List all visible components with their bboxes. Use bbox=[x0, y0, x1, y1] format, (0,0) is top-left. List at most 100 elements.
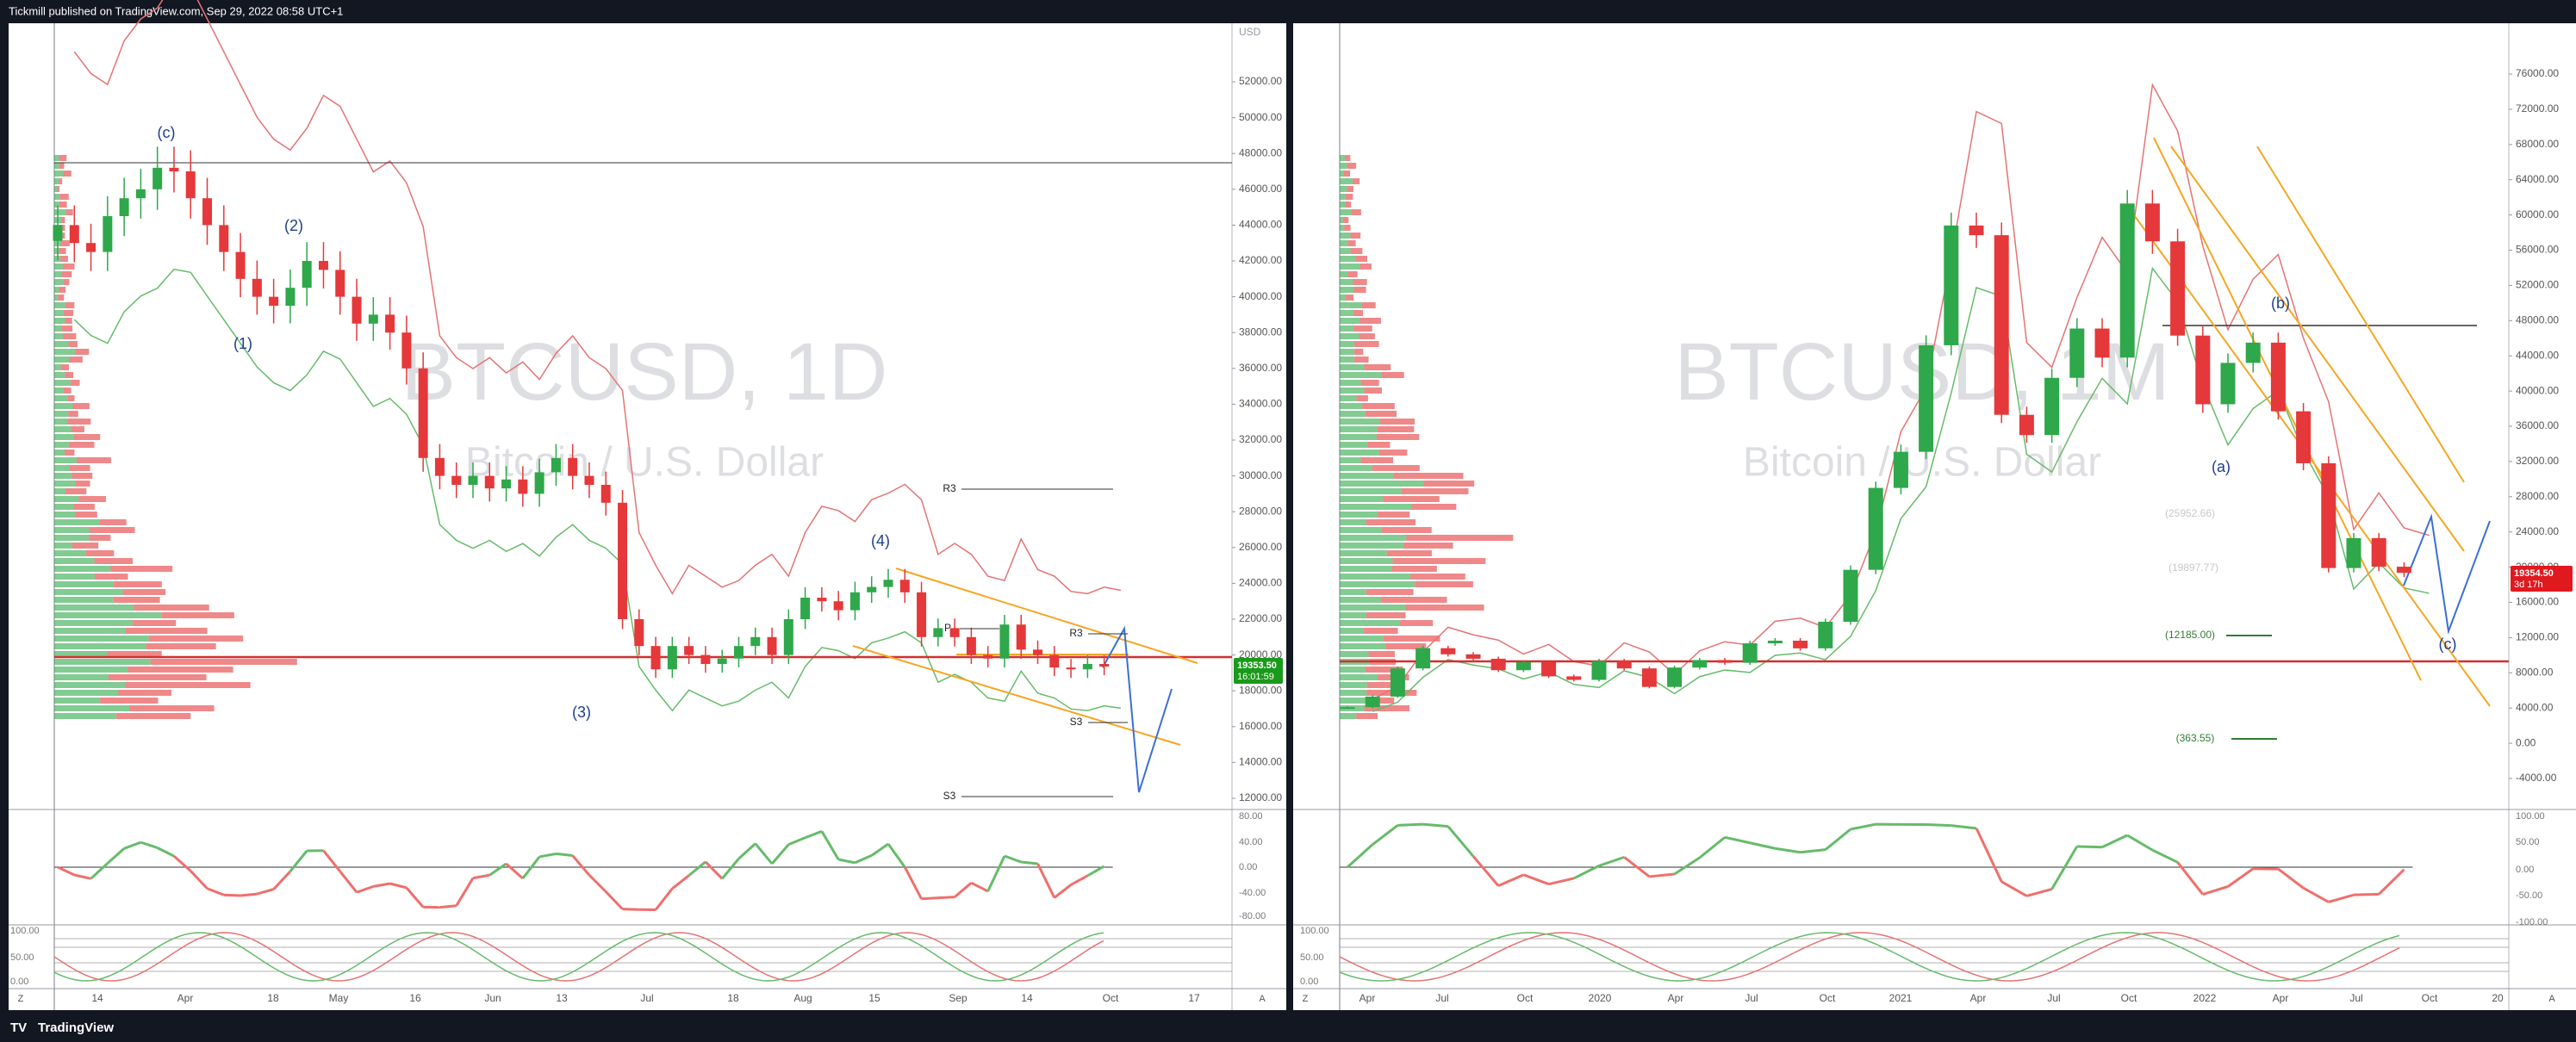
volume-profile-up bbox=[54, 380, 71, 386]
y-tick-label: 20000.00 bbox=[1239, 648, 1282, 661]
volume-profile-down bbox=[62, 333, 77, 339]
rsi-line bbox=[1749, 841, 1776, 850]
candle bbox=[252, 278, 262, 297]
annotation: (1) bbox=[233, 335, 252, 352]
volume-profile-down bbox=[1346, 295, 1354, 301]
volume-profile-down bbox=[76, 457, 111, 463]
volume-profile-down bbox=[65, 372, 74, 378]
volume-profile-up bbox=[1340, 279, 1353, 285]
volume-profile-down bbox=[1364, 364, 1391, 370]
volume-profile-up bbox=[54, 279, 64, 285]
rsi-line bbox=[887, 843, 906, 868]
volume-profile-up bbox=[54, 194, 60, 200]
rsi-line bbox=[1800, 848, 1826, 854]
annotation: (b) bbox=[2271, 295, 2290, 312]
annotation: (25952.66) bbox=[2165, 507, 2215, 519]
volume-profile-up bbox=[54, 574, 95, 580]
volume-profile-down bbox=[1403, 543, 1453, 549]
footer-brand[interactable]: TradingView bbox=[38, 1020, 114, 1035]
z-button[interactable]: Z bbox=[18, 994, 24, 1004]
candle bbox=[983, 654, 993, 659]
candle bbox=[2044, 377, 2060, 436]
annotation: (19897.77) bbox=[2168, 561, 2218, 574]
candle bbox=[468, 475, 478, 485]
candle bbox=[1465, 654, 1481, 659]
candle bbox=[2019, 414, 2034, 436]
rsi-line bbox=[1522, 873, 1550, 886]
volume-profile-up bbox=[54, 395, 68, 401]
volume-profile-down bbox=[1345, 155, 1351, 161]
y-tick-label: 44000.00 bbox=[1239, 219, 1282, 231]
candle bbox=[185, 171, 196, 199]
rsi-line bbox=[870, 842, 889, 857]
candle bbox=[1893, 451, 1908, 488]
volume-profile-down bbox=[85, 550, 115, 556]
volume-profile-up bbox=[54, 481, 76, 487]
volume-profile-up bbox=[1340, 620, 1401, 626]
volume-profile-up bbox=[54, 465, 71, 471]
candle bbox=[69, 225, 79, 244]
candle bbox=[451, 475, 462, 485]
volume-profile-down bbox=[62, 326, 73, 332]
z-button[interactable]: Z bbox=[1303, 994, 1309, 1004]
volume-profile-up bbox=[1340, 333, 1360, 339]
rsi-line bbox=[1951, 824, 1977, 830]
stoch-tick-label: 0.00 bbox=[1300, 977, 1318, 987]
a-button[interactable]: A bbox=[1259, 994, 1266, 1004]
candle bbox=[667, 646, 677, 670]
rsi-line bbox=[937, 896, 955, 900]
rsi-line bbox=[704, 860, 724, 880]
annotation: S3 bbox=[943, 790, 956, 802]
volume-profile-up bbox=[1340, 690, 1367, 696]
volume-profile-up bbox=[1340, 403, 1363, 409]
volume-profile-down bbox=[60, 364, 69, 370]
volume-profile-up bbox=[54, 186, 58, 192]
volume-profile-down bbox=[1353, 310, 1363, 316]
y-tick-label: 48000.00 bbox=[1239, 146, 1282, 158]
candle bbox=[2270, 342, 2286, 412]
candle bbox=[1390, 668, 1405, 697]
volume-profile-down bbox=[61, 271, 72, 277]
rsi-line bbox=[73, 873, 91, 880]
rsi-line bbox=[805, 829, 823, 840]
right-panel bbox=[1293, 23, 2576, 1010]
y-tick-label: 42000.00 bbox=[1239, 254, 1282, 266]
annotation: S3 bbox=[1070, 716, 1083, 728]
a-button[interactable]: A bbox=[2548, 994, 2555, 1004]
rsi-line bbox=[339, 870, 358, 894]
volume-profile-down bbox=[1361, 302, 1376, 308]
volume-profile-up bbox=[54, 264, 63, 270]
volume-profile-down bbox=[1353, 341, 1379, 347]
candle bbox=[551, 457, 561, 473]
rsi-line bbox=[622, 908, 639, 911]
candle bbox=[434, 457, 445, 476]
volume-profile-up bbox=[54, 333, 63, 339]
rsi-line bbox=[1447, 825, 1475, 858]
rsi-line bbox=[2378, 868, 2405, 896]
volume-profile-up bbox=[54, 403, 73, 409]
rsi-line bbox=[206, 887, 225, 896]
volume-profile-down bbox=[1365, 411, 1397, 417]
volume-profile-down bbox=[60, 256, 68, 262]
volume-profile-up bbox=[54, 558, 95, 564]
rsi-line bbox=[571, 854, 591, 877]
rsi-line bbox=[1548, 877, 1575, 886]
volume-profile-up bbox=[1340, 225, 1345, 231]
volume-profile-down bbox=[1401, 488, 1469, 494]
volume-profile-down bbox=[73, 504, 95, 510]
candle bbox=[883, 580, 893, 587]
rsi-line bbox=[556, 852, 573, 858]
volume-profile-up bbox=[54, 597, 114, 603]
candle bbox=[1767, 640, 1783, 644]
volume-profile-up bbox=[54, 535, 90, 541]
x-tick-label: Apr bbox=[1970, 992, 1987, 1004]
rsi-line bbox=[2176, 861, 2204, 896]
volume-profile-up bbox=[54, 550, 86, 556]
volume-profile-up bbox=[1340, 194, 1346, 200]
candle bbox=[817, 598, 827, 602]
volume-profile-down bbox=[100, 698, 159, 704]
volume-profile-up bbox=[54, 698, 101, 704]
volume-profile-down bbox=[1366, 682, 1397, 688]
candle bbox=[917, 592, 927, 637]
candle bbox=[418, 368, 428, 458]
